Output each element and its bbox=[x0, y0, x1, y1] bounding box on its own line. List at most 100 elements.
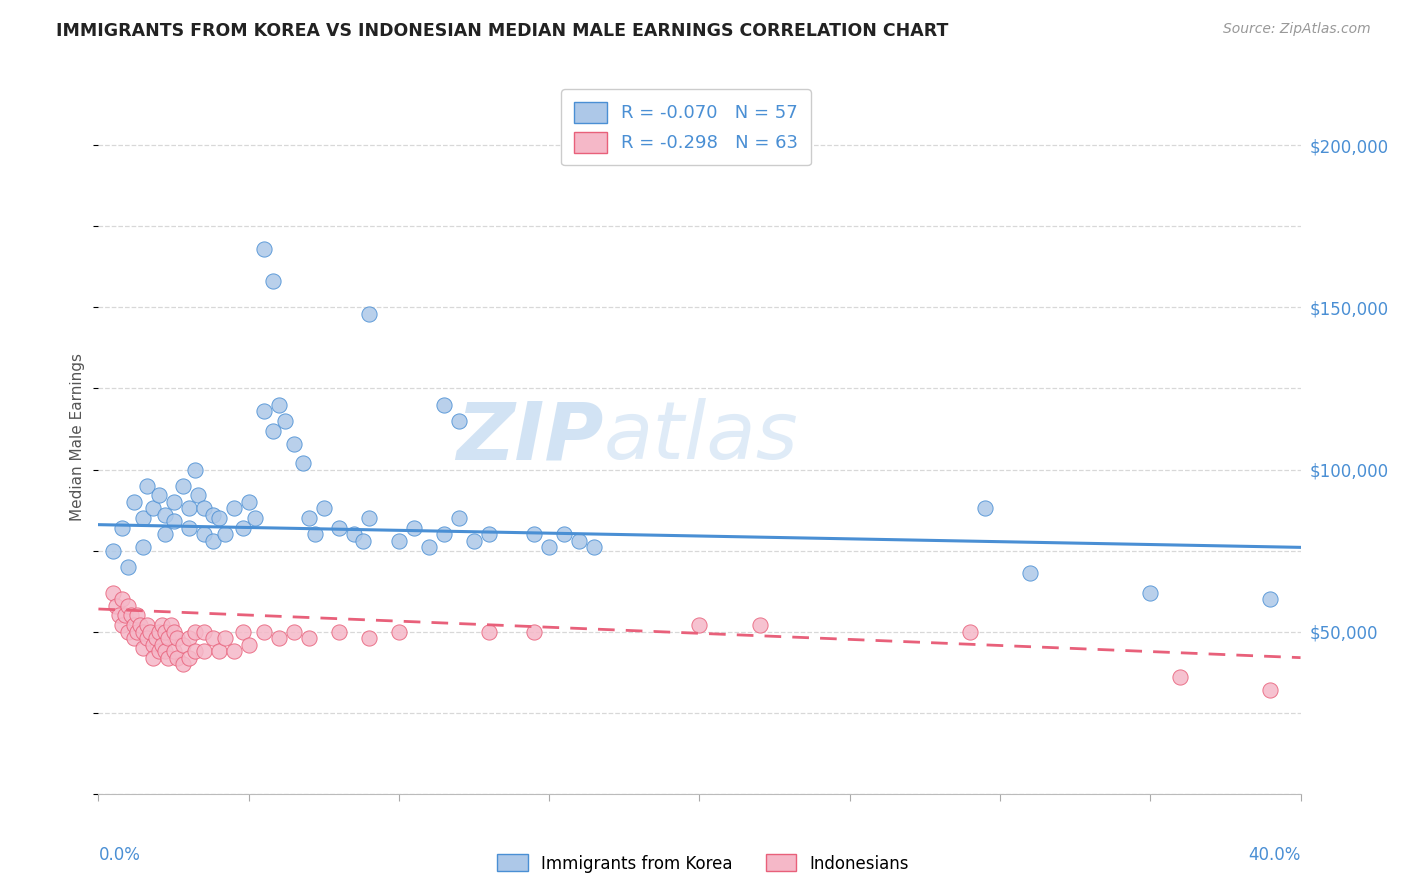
Point bbox=[111, 618, 134, 632]
Point bbox=[568, 533, 591, 548]
Point bbox=[298, 631, 321, 645]
Point bbox=[150, 638, 173, 652]
Point bbox=[132, 640, 155, 655]
Point bbox=[262, 424, 284, 438]
Point bbox=[388, 533, 411, 548]
Legend: R = -0.070   N = 57, R = -0.298   N = 63: R = -0.070 N = 57, R = -0.298 N = 63 bbox=[561, 89, 811, 165]
Point bbox=[145, 631, 167, 645]
Point bbox=[343, 527, 366, 541]
Point bbox=[121, 608, 143, 623]
Point bbox=[162, 644, 184, 658]
Point bbox=[183, 462, 205, 476]
Point bbox=[193, 644, 215, 658]
Point bbox=[357, 631, 380, 645]
Point bbox=[162, 515, 184, 529]
Point bbox=[222, 501, 245, 516]
Point bbox=[312, 501, 335, 516]
Point bbox=[193, 624, 215, 639]
Point bbox=[111, 592, 134, 607]
Point bbox=[111, 521, 134, 535]
Point bbox=[463, 533, 485, 548]
Text: atlas: atlas bbox=[603, 398, 799, 476]
Point bbox=[166, 631, 188, 645]
Point bbox=[433, 527, 456, 541]
Point bbox=[117, 559, 139, 574]
Text: Source: ZipAtlas.com: Source: ZipAtlas.com bbox=[1223, 22, 1371, 37]
Point bbox=[141, 501, 163, 516]
Point bbox=[523, 624, 546, 639]
Point bbox=[974, 501, 997, 516]
Point bbox=[304, 527, 326, 541]
Point bbox=[108, 608, 131, 623]
Point bbox=[478, 527, 501, 541]
Point bbox=[201, 508, 224, 522]
Point bbox=[267, 631, 290, 645]
Point bbox=[148, 488, 170, 502]
Point bbox=[124, 618, 146, 632]
Point bbox=[748, 618, 770, 632]
Point bbox=[193, 501, 215, 516]
Point bbox=[447, 511, 470, 525]
Point bbox=[689, 618, 711, 632]
Point bbox=[177, 521, 200, 535]
Point bbox=[959, 624, 981, 639]
Point bbox=[177, 631, 200, 645]
Point bbox=[162, 624, 184, 639]
Point bbox=[1170, 670, 1192, 684]
Point bbox=[153, 527, 176, 541]
Point bbox=[187, 488, 209, 502]
Point bbox=[177, 501, 200, 516]
Point bbox=[127, 624, 149, 639]
Point bbox=[117, 599, 139, 613]
Point bbox=[148, 644, 170, 658]
Point bbox=[172, 638, 194, 652]
Point bbox=[129, 618, 152, 632]
Point bbox=[357, 307, 380, 321]
Point bbox=[156, 650, 179, 665]
Point bbox=[298, 511, 321, 525]
Point bbox=[232, 624, 254, 639]
Point bbox=[103, 586, 125, 600]
Text: IMMIGRANTS FROM KOREA VS INDONESIAN MEDIAN MALE EARNINGS CORRELATION CHART: IMMIGRANTS FROM KOREA VS INDONESIAN MEDI… bbox=[56, 22, 949, 40]
Point bbox=[238, 638, 260, 652]
Point bbox=[153, 508, 176, 522]
Point bbox=[156, 631, 179, 645]
Point bbox=[159, 618, 181, 632]
Point bbox=[132, 511, 155, 525]
Y-axis label: Median Male Earnings: Median Male Earnings bbox=[70, 353, 86, 521]
Point bbox=[103, 543, 125, 558]
Point bbox=[1260, 592, 1282, 607]
Point bbox=[402, 521, 425, 535]
Text: 0.0%: 0.0% bbox=[98, 846, 141, 863]
Point bbox=[232, 521, 254, 535]
Point bbox=[183, 624, 205, 639]
Point bbox=[253, 242, 276, 256]
Point bbox=[433, 398, 456, 412]
Point bbox=[478, 624, 501, 639]
Point bbox=[1019, 566, 1042, 581]
Point bbox=[262, 274, 284, 288]
Point bbox=[328, 624, 350, 639]
Point bbox=[1139, 586, 1161, 600]
Point bbox=[150, 618, 173, 632]
Point bbox=[357, 511, 380, 525]
Point bbox=[135, 479, 157, 493]
Point bbox=[214, 527, 236, 541]
Point bbox=[208, 511, 231, 525]
Point bbox=[135, 618, 157, 632]
Point bbox=[243, 511, 266, 525]
Point bbox=[114, 608, 136, 623]
Point bbox=[201, 631, 224, 645]
Point bbox=[283, 436, 305, 450]
Point bbox=[201, 533, 224, 548]
Point bbox=[418, 541, 440, 555]
Point bbox=[183, 644, 205, 658]
Point bbox=[132, 624, 155, 639]
Point bbox=[388, 624, 411, 639]
Point bbox=[117, 624, 139, 639]
Point bbox=[553, 527, 575, 541]
Point bbox=[153, 644, 176, 658]
Point bbox=[523, 527, 546, 541]
Point bbox=[148, 624, 170, 639]
Point bbox=[132, 541, 155, 555]
